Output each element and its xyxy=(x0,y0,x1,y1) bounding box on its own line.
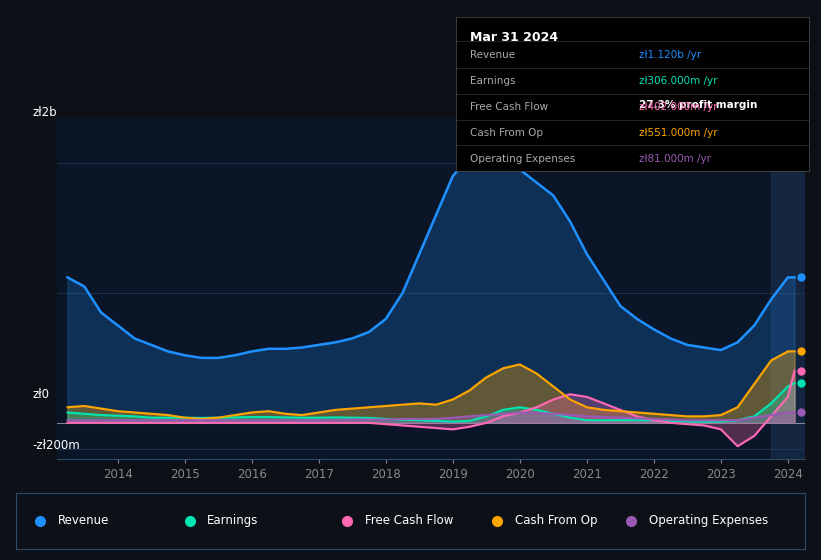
Text: zł402.000m /yr: zł402.000m /yr xyxy=(640,102,718,112)
Text: zł2b: zł2b xyxy=(33,106,57,119)
Text: -zł200m: -zł200m xyxy=(33,438,80,452)
Text: zł551.000m /yr: zł551.000m /yr xyxy=(640,128,718,138)
Text: zł81.000m /yr: zł81.000m /yr xyxy=(640,154,711,164)
Text: zł306.000m /yr: zł306.000m /yr xyxy=(640,76,718,86)
Text: Operating Expenses: Operating Expenses xyxy=(649,514,768,528)
Text: Free Cash Flow: Free Cash Flow xyxy=(470,102,548,112)
Text: zł0: zł0 xyxy=(33,388,50,402)
Text: zł1.120b /yr: zł1.120b /yr xyxy=(640,49,701,59)
Text: Earnings: Earnings xyxy=(207,514,259,528)
Text: Revenue: Revenue xyxy=(57,514,108,528)
Text: Earnings: Earnings xyxy=(470,76,516,86)
Text: Free Cash Flow: Free Cash Flow xyxy=(365,514,453,528)
Text: 27.3% profit margin: 27.3% profit margin xyxy=(640,100,758,110)
Text: Cash From Op: Cash From Op xyxy=(470,128,543,138)
Bar xyxy=(771,118,805,459)
Text: Mar 31 2024: Mar 31 2024 xyxy=(470,31,558,44)
Text: Cash From Op: Cash From Op xyxy=(515,514,597,528)
Text: Revenue: Revenue xyxy=(470,49,515,59)
Text: Operating Expenses: Operating Expenses xyxy=(470,154,575,164)
